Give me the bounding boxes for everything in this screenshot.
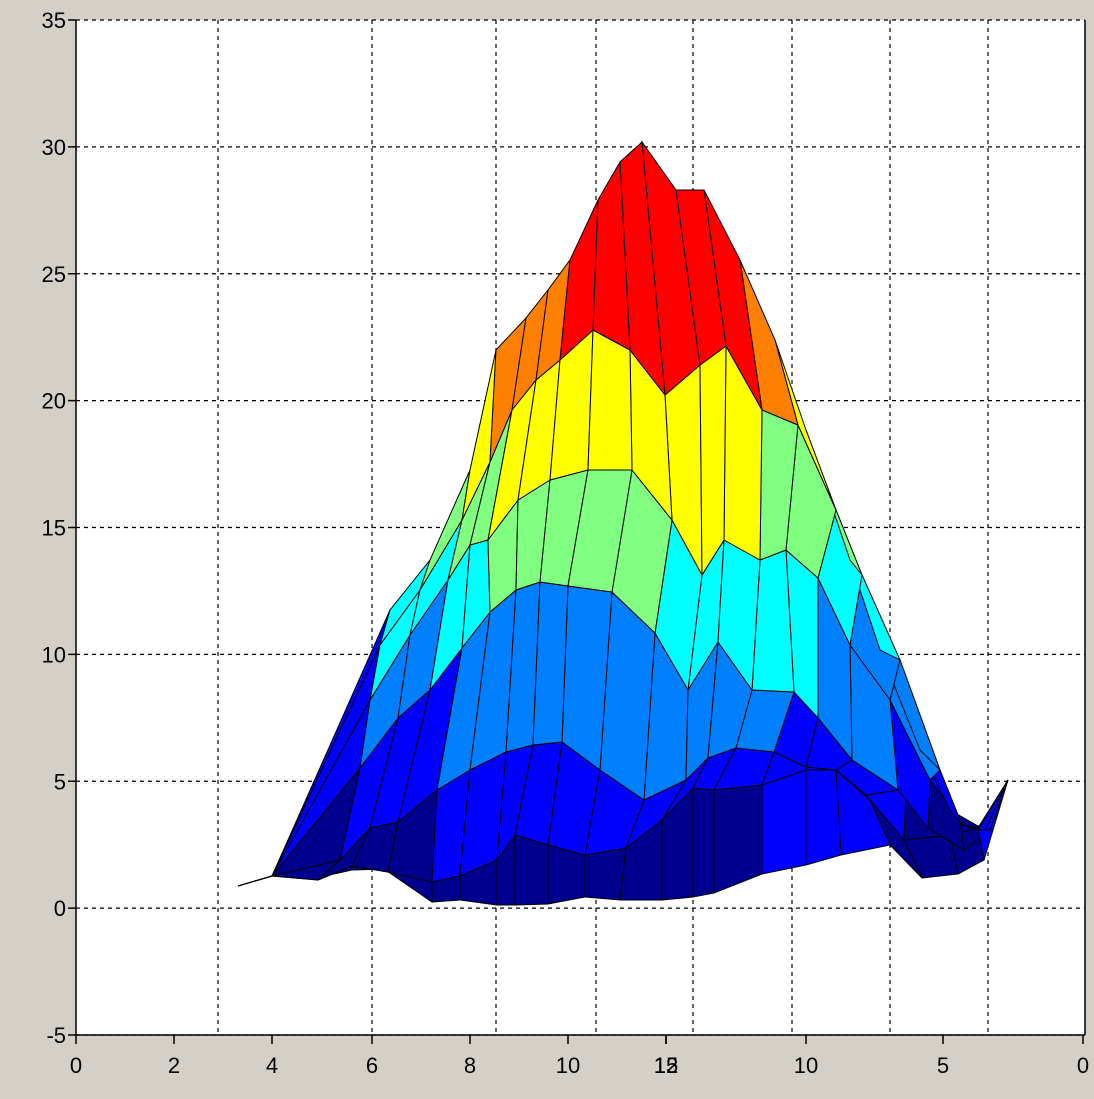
surface-plot: [237, 140, 1009, 906]
surface-patch: [587, 329, 633, 471]
surface-patch: [805, 769, 842, 866]
z-tick-label: -5: [46, 1023, 66, 1048]
z-tick-label: 15: [42, 516, 66, 541]
surface-patch: [592, 160, 631, 351]
z-tick-label: 20: [42, 389, 66, 414]
surface-patch: [977, 779, 1009, 832]
x-tick-label: 10: [556, 1053, 580, 1078]
z-tick-label: 25: [42, 262, 66, 287]
surface-patch: [984, 779, 1009, 831]
surface-patch: [713, 784, 763, 894]
z-tick-label: 35: [42, 8, 66, 33]
z-tick-label: 10: [42, 642, 66, 667]
surface-patch: [692, 787, 715, 898]
y-tick-label: 0: [1077, 1053, 1089, 1078]
x-tick-label: 12: [654, 1053, 678, 1078]
y-tick-label: 15: [654, 1053, 678, 1078]
x-tick-label: 2: [168, 1053, 180, 1078]
axes: [68, 19, 1086, 1044]
x-tick-label: 8: [464, 1053, 476, 1078]
surface-patch: [699, 345, 727, 577]
surface-patch: [675, 189, 727, 366]
z-tick-label: 30: [42, 135, 66, 160]
x-tick-label: 4: [266, 1053, 278, 1078]
y-tick-label: 10: [794, 1053, 818, 1078]
surface-patch: [514, 834, 549, 906]
z-tick-label: 5: [54, 769, 66, 794]
surface-patch: [761, 769, 807, 875]
surface-patch: [584, 847, 627, 901]
x-tick-label: 0: [70, 1053, 82, 1078]
x-tick-label: 6: [366, 1053, 378, 1078]
y-tick-label: 5: [937, 1053, 949, 1078]
z-tick-label: 0: [54, 896, 66, 921]
